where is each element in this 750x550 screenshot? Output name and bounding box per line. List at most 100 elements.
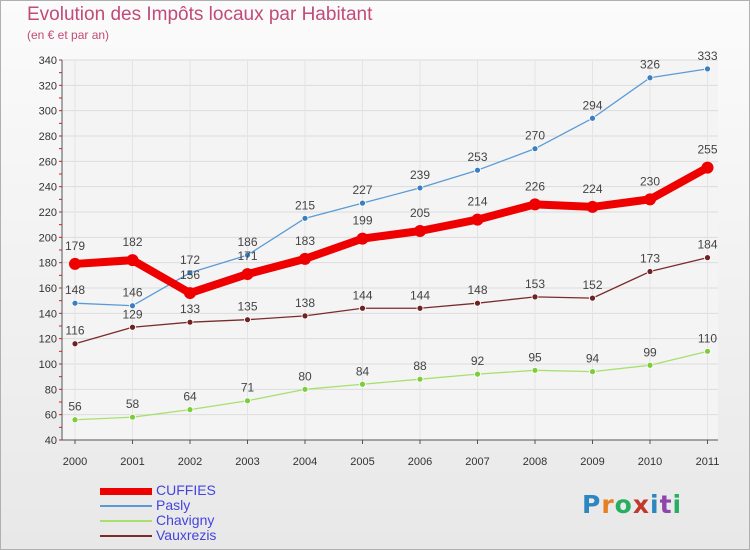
x-tick-label: 2000 bbox=[63, 456, 87, 468]
series-line-vauxrezis bbox=[74, 256, 709, 345]
x-tick-label: 2009 bbox=[580, 456, 604, 468]
y-tick-label: 160 bbox=[39, 283, 57, 295]
data-label-cuffies: 156 bbox=[180, 268, 200, 282]
data-label-chavigny: 94 bbox=[586, 352, 600, 366]
data-label-vauxrezis: 144 bbox=[410, 288, 430, 302]
data-point-cuffies bbox=[299, 252, 311, 265]
data-point-cuffies bbox=[126, 254, 139, 267]
data-label-chavigny: 95 bbox=[528, 350, 542, 364]
data-point-chavigny bbox=[71, 416, 79, 424]
data-label-vauxrezis: 116 bbox=[65, 324, 84, 338]
y-tick-label: 120 bbox=[39, 334, 57, 346]
legend-label: Chavigny bbox=[156, 512, 215, 528]
data-label-pasly: 270 bbox=[525, 129, 545, 143]
data-point-cuffies bbox=[644, 193, 656, 206]
x-tick-label: 2007 bbox=[465, 456, 489, 468]
data-label-cuffies: 255 bbox=[697, 143, 717, 157]
legend-swatch bbox=[100, 520, 152, 522]
data-point-pasly bbox=[129, 302, 136, 310]
data-label-chavigny: 64 bbox=[183, 390, 197, 404]
data-label-chavigny: 88 bbox=[413, 359, 427, 373]
data-point-chavigny bbox=[646, 361, 654, 369]
data-label-chavigny: 99 bbox=[643, 345, 657, 359]
line-chart: 40 60 80 100 120 140 160 180 200 220 240 260 280 300 3… bbox=[39, 49, 720, 468]
data-point-cuffies bbox=[356, 232, 369, 245]
data-point-pasly bbox=[531, 145, 539, 153]
data-point-vauxrezis bbox=[646, 268, 654, 275]
data-point-cuffies bbox=[241, 268, 254, 281]
data-point-cuffies bbox=[69, 257, 81, 270]
data-label-pasly: 294 bbox=[582, 98, 602, 112]
data-point-cuffies bbox=[414, 225, 426, 237]
data-label-cuffies: 214 bbox=[467, 195, 487, 209]
y-tick-label: 280 bbox=[39, 131, 57, 143]
data-point-vauxrezis bbox=[589, 294, 596, 302]
data-label-chavigny: 56 bbox=[68, 400, 82, 414]
data-point-vauxrezis bbox=[244, 316, 251, 324]
data-point-pasly bbox=[244, 251, 251, 259]
logo-letter: t bbox=[659, 490, 673, 519]
data-label-vauxrezis: 138 bbox=[295, 296, 315, 310]
y-tick-label: 80 bbox=[45, 384, 57, 396]
y-tick-label: 40 bbox=[45, 435, 57, 447]
x-tick-label: 2008 bbox=[523, 456, 547, 468]
y-tick-label: 100 bbox=[39, 359, 57, 371]
data-label-pasly: 326 bbox=[640, 58, 660, 72]
data-label-pasly: 215 bbox=[295, 198, 315, 212]
data-point-cuffies bbox=[701, 161, 714, 174]
data-point-vauxrezis bbox=[416, 304, 424, 312]
y-tick-label: 200 bbox=[39, 232, 57, 244]
x-tick-label: 2011 bbox=[696, 456, 720, 468]
x-tick-label: 2003 bbox=[235, 456, 259, 468]
chart-subtitle: (en € et par an) bbox=[27, 28, 110, 42]
data-label-cuffies: 230 bbox=[640, 174, 660, 188]
data-point-chavigny bbox=[301, 385, 309, 393]
data-point-pasly bbox=[301, 214, 309, 222]
data-point-chavigny bbox=[474, 370, 481, 378]
data-point-vauxrezis bbox=[129, 323, 136, 331]
data-point-chavigny bbox=[244, 397, 251, 405]
data-label-vauxrezis: 133 bbox=[180, 302, 200, 316]
legend-swatch bbox=[100, 535, 152, 537]
data-point-pasly bbox=[359, 199, 366, 207]
series-line-chavigny bbox=[74, 350, 709, 421]
logo-letter: i bbox=[672, 490, 683, 519]
plot-area bbox=[62, 60, 718, 440]
logo-letter: P bbox=[582, 490, 602, 519]
data-point-vauxrezis bbox=[531, 293, 539, 301]
data-label-vauxrezis: 173 bbox=[640, 252, 660, 266]
data-point-vauxrezis bbox=[71, 340, 79, 348]
data-label-cuffies: 224 bbox=[582, 182, 602, 196]
legend-label: CUFFIES bbox=[156, 482, 216, 498]
y-tick-label: 180 bbox=[39, 258, 57, 270]
x-tick-label: 2002 bbox=[178, 456, 202, 468]
series-line-cuffies bbox=[71, 163, 712, 298]
data-point-pasly bbox=[646, 74, 654, 82]
data-point-cuffies bbox=[586, 200, 599, 213]
logo-letter: i bbox=[650, 490, 660, 519]
data-label-cuffies: 205 bbox=[410, 206, 430, 220]
data-point-pasly bbox=[186, 269, 194, 277]
data-point-vauxrezis bbox=[474, 299, 481, 307]
legend-swatch bbox=[100, 487, 152, 495]
data-point-pasly bbox=[704, 65, 711, 73]
data-label-cuffies: 179 bbox=[65, 239, 85, 253]
data-point-chavigny bbox=[416, 375, 424, 383]
logo-letter: o bbox=[614, 490, 633, 519]
data-label-vauxrezis: 144 bbox=[352, 288, 372, 302]
y-tick-label: 340 bbox=[39, 55, 57, 67]
data-point-vauxrezis bbox=[301, 312, 309, 320]
data-label-pasly: 186 bbox=[237, 235, 257, 249]
data-label-chavigny: 92 bbox=[471, 354, 485, 368]
x-tick-label: 2010 bbox=[638, 456, 662, 468]
data-label-cuffies: 226 bbox=[525, 179, 545, 193]
data-label-chavigny: 58 bbox=[126, 397, 140, 411]
data-label-chavigny: 71 bbox=[241, 381, 255, 395]
data-label-pasly: 227 bbox=[352, 183, 372, 197]
data-point-cuffies bbox=[529, 198, 541, 211]
y-tick-label: 300 bbox=[39, 106, 57, 118]
legend-label: Pasly bbox=[156, 497, 191, 513]
data-point-pasly bbox=[71, 299, 79, 307]
data-point-pasly bbox=[416, 184, 424, 192]
logo-letter: r bbox=[601, 490, 615, 519]
